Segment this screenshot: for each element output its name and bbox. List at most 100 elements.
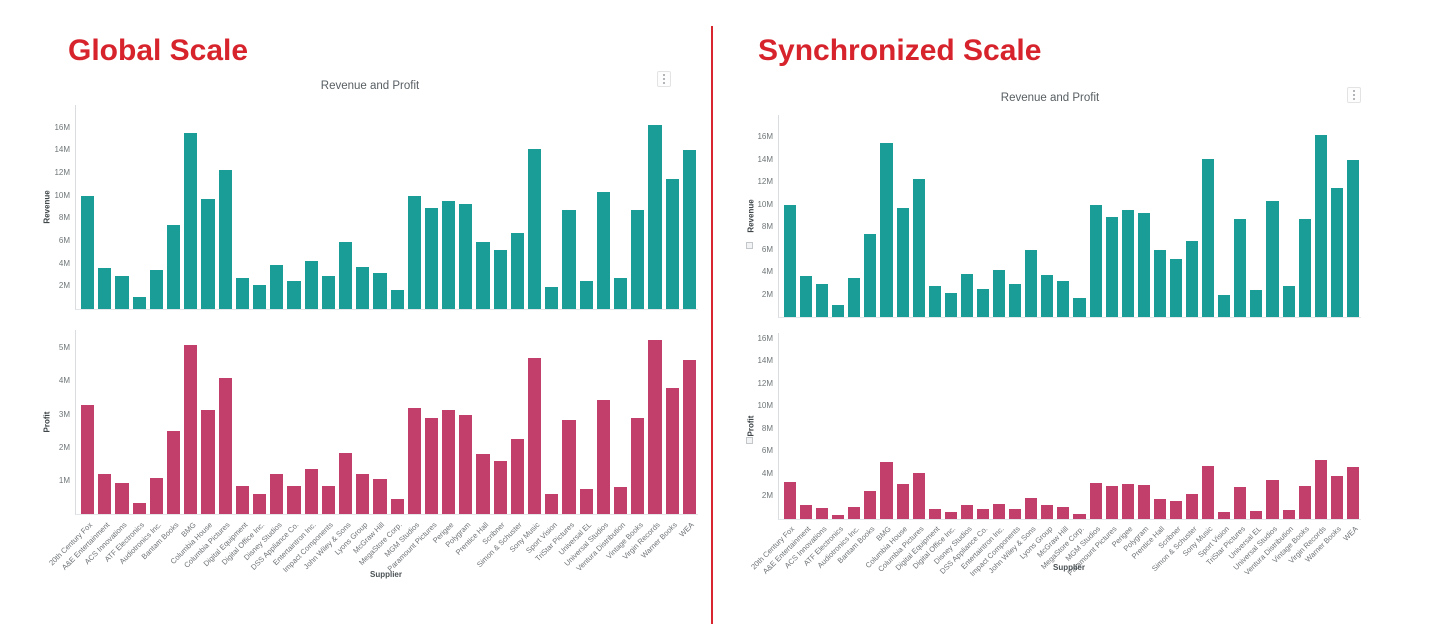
revenue-bar[interactable] bbox=[98, 267, 112, 309]
profit-bar[interactable] bbox=[976, 509, 990, 519]
profit-bar[interactable] bbox=[614, 487, 628, 514]
profit-bar[interactable] bbox=[166, 431, 181, 514]
profit-bar[interactable] bbox=[270, 474, 284, 514]
revenue-bar[interactable] bbox=[993, 269, 1006, 317]
profit-bar[interactable] bbox=[648, 339, 662, 514]
profit-bar[interactable] bbox=[1089, 482, 1102, 519]
profit-bar[interactable] bbox=[1314, 459, 1327, 519]
revenue-bar[interactable] bbox=[596, 191, 611, 309]
revenue-bar[interactable] bbox=[459, 203, 473, 309]
revenue-bar[interactable] bbox=[338, 241, 353, 309]
profit-bar[interactable] bbox=[1025, 498, 1038, 519]
profit-bar[interactable] bbox=[424, 417, 439, 514]
revenue-bar[interactable] bbox=[235, 277, 249, 309]
profit-bar[interactable] bbox=[784, 481, 797, 519]
revenue-bar[interactable] bbox=[184, 132, 198, 309]
revenue-bar[interactable] bbox=[1266, 200, 1279, 317]
revenue-bar[interactable] bbox=[614, 277, 628, 309]
revenue-bar[interactable] bbox=[976, 288, 990, 317]
revenue-bar[interactable] bbox=[510, 232, 525, 309]
profit-bar[interactable] bbox=[960, 505, 973, 519]
revenue-bar[interactable] bbox=[1009, 284, 1022, 317]
revenue-bar[interactable] bbox=[115, 276, 129, 309]
revenue-bar[interactable] bbox=[944, 292, 957, 317]
profit-bar[interactable] bbox=[1041, 505, 1054, 519]
revenue-bar[interactable] bbox=[201, 199, 215, 309]
revenue-bar[interactable] bbox=[1298, 218, 1311, 317]
profit-bar[interactable] bbox=[1346, 466, 1359, 519]
profit-bar[interactable] bbox=[912, 472, 925, 519]
profit-bar[interactable] bbox=[459, 414, 473, 514]
revenue-bar[interactable] bbox=[896, 208, 909, 317]
profit-bar[interactable] bbox=[476, 454, 490, 514]
revenue-bar[interactable] bbox=[1057, 281, 1070, 317]
profit-bar[interactable] bbox=[665, 388, 679, 514]
revenue-bar[interactable] bbox=[832, 305, 845, 317]
profit-bar[interactable] bbox=[304, 469, 318, 514]
revenue-bar[interactable] bbox=[682, 150, 696, 309]
revenue-bar[interactable] bbox=[424, 208, 439, 309]
revenue-bar[interactable] bbox=[132, 297, 146, 309]
revenue-bar[interactable] bbox=[1346, 159, 1359, 317]
revenue-bar[interactable] bbox=[81, 195, 95, 309]
revenue-bar[interactable] bbox=[545, 286, 559, 309]
revenue-bar[interactable] bbox=[1186, 241, 1199, 317]
revenue-bar[interactable] bbox=[1153, 250, 1166, 317]
revenue-bar[interactable] bbox=[407, 196, 421, 309]
profit-bar[interactable] bbox=[993, 503, 1006, 519]
profit-bar[interactable] bbox=[816, 508, 829, 519]
profit-bar[interactable] bbox=[1234, 486, 1247, 519]
profit-bar[interactable] bbox=[896, 483, 909, 519]
profit-bar[interactable] bbox=[1186, 493, 1199, 519]
revenue-bar[interactable] bbox=[562, 210, 576, 309]
revenue-bar[interactable] bbox=[252, 284, 267, 309]
profit-bar[interactable] bbox=[528, 358, 542, 514]
revenue-bar[interactable] bbox=[528, 149, 542, 309]
profit-bar[interactable] bbox=[201, 409, 215, 514]
revenue-bar[interactable] bbox=[1330, 187, 1343, 317]
revenue-bar[interactable] bbox=[816, 284, 829, 317]
profit-bar[interactable] bbox=[1169, 500, 1183, 519]
revenue-bar[interactable] bbox=[579, 281, 593, 309]
revenue-bar[interactable] bbox=[442, 201, 456, 309]
profit-bar[interactable] bbox=[545, 494, 559, 514]
profit-bar[interactable] bbox=[596, 399, 611, 514]
profit-bar[interactable] bbox=[1218, 512, 1231, 519]
profit-bar[interactable] bbox=[1137, 485, 1150, 519]
profit-bar[interactable] bbox=[864, 490, 877, 519]
profit-bar[interactable] bbox=[184, 344, 198, 514]
profit-bar[interactable] bbox=[218, 378, 232, 514]
revenue-bar[interactable] bbox=[1202, 158, 1215, 317]
profit-bar[interactable] bbox=[115, 482, 129, 514]
revenue-bar[interactable] bbox=[304, 261, 318, 309]
profit-bar[interactable] bbox=[1330, 476, 1343, 519]
revenue-bar[interactable] bbox=[373, 272, 387, 309]
profit-bar[interactable] bbox=[1202, 466, 1215, 519]
revenue-bar[interactable] bbox=[784, 204, 797, 317]
profit-bar[interactable] bbox=[1298, 486, 1311, 519]
profit-bar[interactable] bbox=[390, 499, 404, 514]
profit-bar[interactable] bbox=[287, 485, 301, 514]
profit-bar[interactable] bbox=[1073, 513, 1086, 519]
profit-bar[interactable] bbox=[235, 485, 249, 514]
revenue-bar[interactable] bbox=[476, 241, 490, 309]
kebab-menu-icon[interactable] bbox=[657, 71, 671, 87]
revenue-bar[interactable] bbox=[880, 142, 893, 317]
revenue-bar[interactable] bbox=[166, 225, 181, 309]
profit-bar[interactable] bbox=[1121, 483, 1134, 519]
revenue-bar[interactable] bbox=[1041, 275, 1054, 317]
revenue-bar[interactable] bbox=[928, 286, 941, 317]
profit-bar[interactable] bbox=[321, 485, 335, 514]
profit-bar[interactable] bbox=[252, 494, 267, 514]
kebab-menu-icon[interactable] bbox=[1347, 87, 1361, 103]
profit-bar[interactable] bbox=[631, 417, 645, 514]
revenue-bar[interactable] bbox=[1137, 212, 1150, 317]
profit-bar[interactable] bbox=[81, 404, 95, 514]
revenue-bar[interactable] bbox=[390, 290, 404, 309]
profit-bar[interactable] bbox=[928, 509, 941, 519]
revenue-bar[interactable] bbox=[1218, 295, 1231, 317]
revenue-bar[interactable] bbox=[960, 273, 973, 317]
profit-bar[interactable] bbox=[356, 474, 370, 514]
profit-bar[interactable] bbox=[510, 439, 525, 514]
scale-sync-icon[interactable] bbox=[746, 437, 753, 444]
